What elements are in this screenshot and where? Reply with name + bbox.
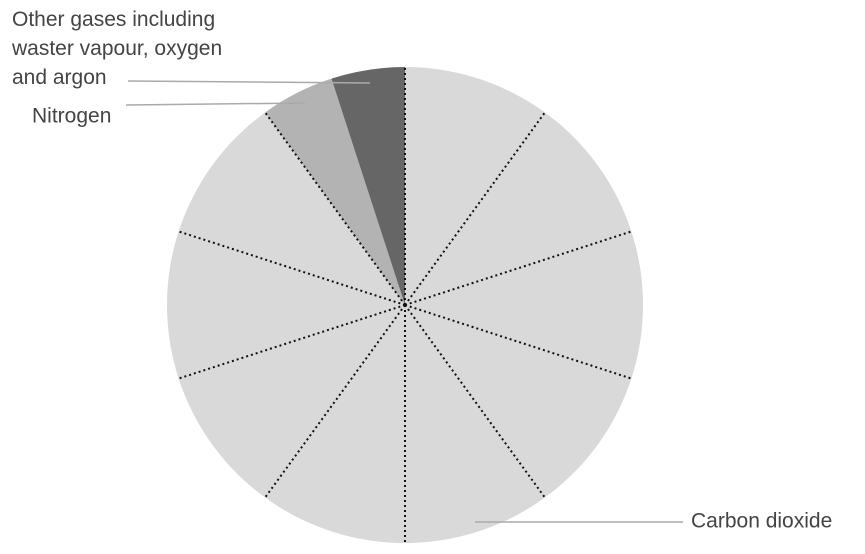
slice-label: Nitrogen: [32, 105, 111, 128]
leader-line: [125, 102, 306, 106]
pie-slice: [265, 78, 405, 305]
slice-label: Carbon dioxide: [691, 510, 832, 533]
slice-label: Other gases including waster vapour, oxy…: [12, 8, 223, 89]
pie-slice: [331, 67, 405, 305]
leader-line: [127, 80, 371, 84]
